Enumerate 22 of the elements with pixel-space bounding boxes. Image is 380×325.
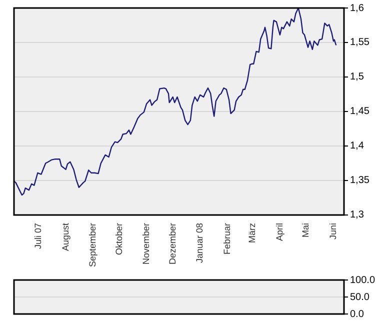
x-tick-label: Dezember xyxy=(167,222,178,264)
y-tick-label: 1,35 xyxy=(350,175,370,186)
x-tick-label: November xyxy=(141,222,152,264)
y-tick-label: 1,45 xyxy=(350,106,370,118)
x-tick-label: Februar xyxy=(222,222,232,254)
x-tick-label: Januar 08 xyxy=(194,222,205,264)
y-tick-label: 1,5 xyxy=(350,72,364,83)
y-tick-label: 1,4 xyxy=(350,140,364,152)
x-tick-label: Mai xyxy=(300,222,311,238)
y-tick-label: 1,55 xyxy=(350,37,370,48)
y-tick-label: 100.0 xyxy=(350,274,376,286)
x-tick-label: Juni xyxy=(328,222,338,240)
x-tick-label: September xyxy=(87,222,98,268)
x-tick-label: August xyxy=(60,222,70,252)
x-tick-label: März xyxy=(247,222,258,243)
y-tick-label: 50.0 xyxy=(350,292,370,303)
y-tick-label: 0.0 xyxy=(350,308,364,320)
x-tick-label: Juli 07 xyxy=(33,222,44,249)
x-tick-label: April xyxy=(274,222,284,241)
y-tick-label: 1,3 xyxy=(350,210,364,221)
y-tick-label: 1,6 xyxy=(350,2,364,14)
x-tick-label: Oktober xyxy=(114,222,124,255)
